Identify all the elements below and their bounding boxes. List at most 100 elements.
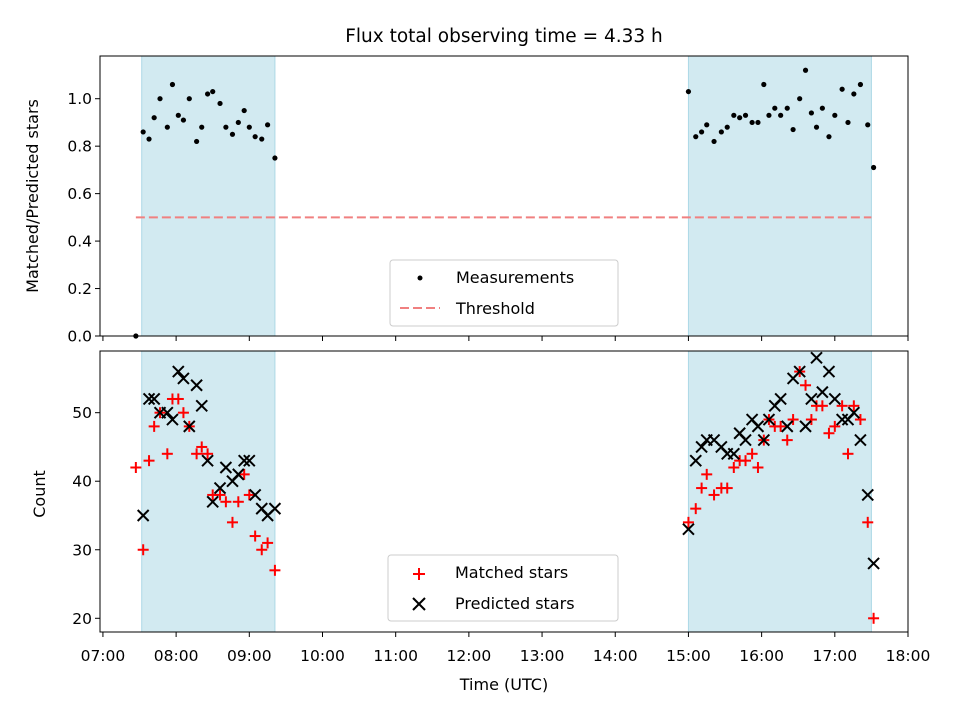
ratio-y-ticks: 0.0 0.2 0.4 0.6 0.8 1.0 [67,90,100,346]
predicted-star-point [147,392,161,406]
matched-star-point [701,468,713,480]
x-tick-label: 17:00 [812,647,857,665]
matched-star-point [226,516,238,528]
predicted-star-point [847,406,861,419]
count-y-ticks: 20 30 40 50 [72,404,100,628]
observing-window-shading [141,55,872,337]
predicted-star-point [166,413,179,426]
predicted-star-point [237,454,251,467]
x-tick-label: 18:00 [886,647,931,665]
chart-title: Flux total observing time = 4.33 h [345,26,663,47]
count-legend: Matched stars Predicted stars [387,554,619,622]
predicted-star-point [799,420,812,433]
ratio-y-tick-label: 0.0 [67,328,92,346]
matched-star-point [262,537,274,549]
measurement-point [772,105,778,111]
x-axis-label: Time (UTC) [459,675,548,694]
matched-star-point [868,612,880,624]
legend-predicted-marker [412,597,426,611]
ratio-legend: Measurements Threshold [389,259,619,327]
matched-star-point [202,448,214,460]
matched-star-point [137,544,149,556]
observing-window-2 [687,55,872,337]
measurement-point [272,155,278,161]
predicted-star-point [757,433,771,447]
ratio-y-tick-label: 0.4 [67,233,92,251]
matched-stars-points [130,366,880,624]
predicted-star-point [739,433,752,447]
predicted-star-point [232,468,245,481]
count-x-ticks: 07:00 08:00 09:00 10:00 11:00 12:00 13:00 14:00… [81,632,931,665]
x-tick-label: 15:00 [666,647,711,665]
ratio-panel-frame [99,55,909,337]
x-tick-label: 07:00 [81,647,126,665]
predicted-star-point [206,495,219,508]
measurement-point [737,115,743,121]
measurement-point [164,124,170,130]
measurement-points [133,67,877,339]
matched-star-point [740,455,752,467]
measurement-point [832,112,838,118]
matched-star-point [746,448,758,460]
matched-star-point [148,420,160,432]
predicted-star-point [183,420,196,433]
ratio-y-axis-label: Matched/Predicted stars [23,99,42,293]
measurement-point [194,138,200,145]
x-tick-label: 13:00 [520,647,565,665]
matched-star-point [805,414,817,426]
measurement-point [246,124,252,130]
measurement-point [865,122,871,128]
count-y-tick-label: 20 [72,610,92,628]
predicted-star-point [822,365,836,378]
predicted-star-point [695,440,708,454]
count-y-tick-label: 50 [72,404,92,422]
matched-star-point [848,400,860,412]
observing-window-1 [141,55,276,337]
predicted-star-point [805,392,818,406]
matched-star-point [172,393,184,405]
predicted-star-point [867,557,880,570]
measurement-point [749,119,755,126]
matched-star-point [708,489,720,501]
count-panel: 20 30 40 50 07:00 08:00 09:00 10:00 11:00 12:00 1… [30,350,931,694]
predicted-star-point [762,413,776,426]
matched-star-point [696,482,708,494]
measurement-point [229,131,236,137]
predicted-star-point [828,392,842,406]
measurement-point [731,112,737,118]
measurement-point [704,122,710,128]
predicted-star-point [689,454,702,467]
matched-star-point [214,489,226,501]
ratio-x-ticks [102,336,909,341]
matched-star-point [787,414,799,426]
measurement-point [223,124,229,130]
measurement-point [797,96,803,102]
predicted-star-point [172,365,185,378]
measurement-point [199,124,205,130]
legend-predicted-label: Predicted stars [455,594,575,613]
predicted-star-point [816,385,829,399]
measurement-point [808,110,814,116]
matched-star-point [690,503,702,515]
measurement-point [259,136,265,142]
matched-star-point [842,448,854,460]
measurement-point [204,91,211,97]
measurement-point [839,86,845,92]
measurement-point [241,107,247,114]
legend-measurements-label: Measurements [456,268,574,287]
matched-star-point [728,462,740,474]
matched-star-point [682,516,694,528]
predicted-star-point [793,365,806,378]
matched-star-point [862,516,874,528]
predicted-star-point [268,502,282,515]
predicted-star-point [213,481,227,495]
predicted-star-point [781,420,794,433]
measurement-point [851,91,857,97]
x-tick-label: 10:00 [300,647,345,665]
matched-star-point [781,434,793,446]
measurement-point [157,96,163,102]
measurement-point [685,88,692,95]
predicted-stars-points [136,351,880,570]
x-tick-label: 11:00 [373,647,418,665]
measurement-point [819,105,825,111]
